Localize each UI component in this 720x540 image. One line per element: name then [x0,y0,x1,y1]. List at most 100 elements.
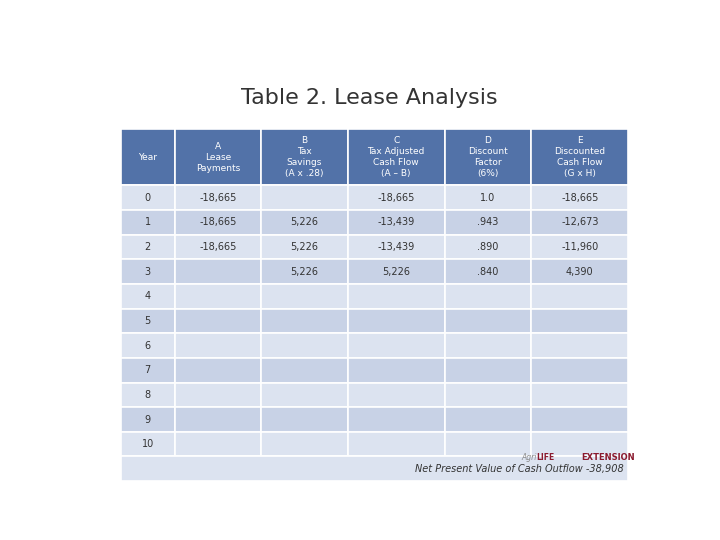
Text: 5: 5 [145,316,150,326]
Bar [348,358,445,382]
Bar [531,185,629,210]
Bar [261,309,348,333]
Bar [531,259,629,284]
Bar [445,129,531,185]
Bar [261,432,348,456]
Bar [445,235,531,259]
Text: C
Tax Adjusted
Cash Flow
(A – B): C Tax Adjusted Cash Flow (A – B) [367,136,425,178]
Bar [531,284,629,308]
Bar [445,382,531,407]
Text: -13,439: -13,439 [377,242,415,252]
Bar [531,129,629,185]
Bar [261,235,348,259]
Text: B
Tax
Savings
(A x .28): B Tax Savings (A x .28) [285,136,323,178]
Text: LIFE: LIFE [536,453,554,462]
Text: 5,226: 5,226 [290,242,318,252]
Bar [175,358,261,382]
Text: 7: 7 [145,365,150,375]
Text: 5,226: 5,226 [382,267,410,276]
Bar [261,358,348,382]
Bar [531,432,629,456]
Bar [175,333,261,358]
Bar [121,284,175,308]
Text: D
Discount
Factor
(6%): D Discount Factor (6%) [468,136,508,178]
Bar [531,358,629,382]
Bar [175,259,261,284]
Bar [348,382,445,407]
Text: Table 2. Lease Analysis: Table 2. Lease Analysis [240,87,498,107]
Bar [121,210,175,235]
Bar [348,235,445,259]
Bar [175,382,261,407]
Bar [348,432,445,456]
Bar [121,129,175,185]
Text: Year: Year [138,153,157,162]
Bar [445,358,531,382]
Bar [348,333,445,358]
Bar [121,235,175,259]
Text: -13,439: -13,439 [377,218,415,227]
Bar [531,333,629,358]
Bar [348,210,445,235]
Text: -18,665: -18,665 [199,218,237,227]
Text: 1: 1 [145,218,150,227]
Bar [261,259,348,284]
Text: 2: 2 [145,242,150,252]
Bar [175,235,261,259]
Bar [261,284,348,308]
Text: 6: 6 [145,341,150,350]
Bar [121,382,175,407]
Bar [445,309,531,333]
Bar [445,333,531,358]
Bar [121,259,175,284]
Bar [121,432,175,456]
Bar [348,185,445,210]
Bar [175,407,261,432]
Bar [261,333,348,358]
Text: .840: .840 [477,267,499,276]
Bar [175,284,261,308]
Bar [261,407,348,432]
Bar [445,284,531,308]
Bar [121,333,175,358]
Text: .890: .890 [477,242,499,252]
Text: -12,673: -12,673 [561,218,598,227]
Bar [121,309,175,333]
Bar [348,407,445,432]
Text: 3: 3 [145,267,150,276]
Text: Net Present Value of Cash Outflow -38,908: Net Present Value of Cash Outflow -38,90… [415,463,624,474]
Text: -18,665: -18,665 [561,193,598,202]
Text: 9: 9 [145,415,150,424]
Bar [175,185,261,210]
Bar [261,382,348,407]
Text: Agri: Agri [521,453,536,462]
Text: 5,226: 5,226 [290,218,318,227]
Text: -11,960: -11,960 [561,242,598,252]
Text: -18,665: -18,665 [199,242,237,252]
Text: 8: 8 [145,390,150,400]
Bar [348,129,445,185]
Bar [531,309,629,333]
Text: 1.0: 1.0 [480,193,495,202]
Bar [445,432,531,456]
Text: 10: 10 [142,439,154,449]
Bar [121,456,629,481]
Bar [348,259,445,284]
Bar [175,309,261,333]
Bar [445,407,531,432]
Bar [175,129,261,185]
Text: 5,226: 5,226 [290,267,318,276]
Bar [175,210,261,235]
Bar [261,185,348,210]
Bar [175,432,261,456]
Bar [531,407,629,432]
Text: 0: 0 [145,193,150,202]
Text: 4: 4 [145,291,150,301]
Bar [531,235,629,259]
Bar [445,259,531,284]
Text: E
Discounted
Cash Flow
(G x H): E Discounted Cash Flow (G x H) [554,136,606,178]
Bar [445,185,531,210]
Bar [121,185,175,210]
Bar [121,358,175,382]
Text: A
Lease
Payments: A Lease Payments [196,141,240,173]
